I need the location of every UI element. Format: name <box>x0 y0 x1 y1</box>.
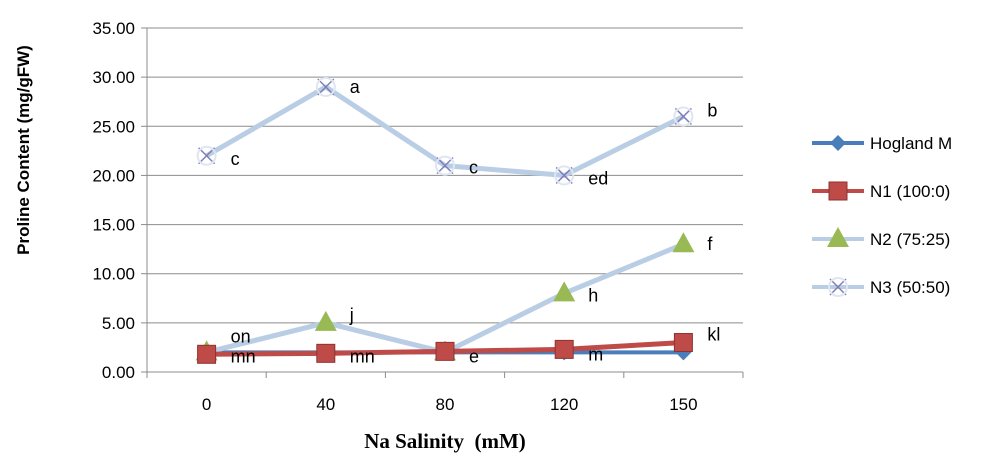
x-axis-label: Na Salinity (mM) <box>364 429 526 453</box>
data-point <box>197 344 217 364</box>
x-tick-labels: 0 40 80 120 150 <box>202 395 698 414</box>
x-tick-label: 80 <box>436 395 455 414</box>
y-tick-label: 5.00 <box>102 314 135 333</box>
x-tick-label: 0 <box>202 395 211 414</box>
marker-stroke <box>829 278 847 296</box>
marker-stroke <box>555 166 573 184</box>
annotation-label: kl <box>707 325 720 345</box>
legend-label: N1 (100:0) <box>870 182 950 201</box>
data-point <box>435 341 455 361</box>
legend-swatch-marker <box>828 181 848 201</box>
data-point <box>554 165 575 186</box>
marker-stroke <box>317 78 335 96</box>
marker-glow <box>196 145 217 166</box>
marker-glow <box>673 106 694 127</box>
legend-label: Hogland M <box>870 134 952 153</box>
y-tick-label: 25.00 <box>92 117 135 136</box>
legend-item: N1 (100:0) <box>812 181 950 201</box>
marker-glow <box>828 277 848 297</box>
marker-glow <box>435 155 455 176</box>
annotation-label: j <box>349 305 354 325</box>
annotation-label: on <box>231 326 251 346</box>
annotation-label: m <box>588 344 603 364</box>
marker-stroke <box>198 147 216 165</box>
marker-stroke <box>674 107 692 125</box>
legend-label: N3 (50:50) <box>870 278 950 297</box>
y-tick-label: 20.00 <box>92 166 135 185</box>
annotation-label: ed <box>588 168 608 188</box>
series-group <box>195 76 695 364</box>
x-tick-label: 150 <box>669 395 697 414</box>
data-point <box>316 343 336 363</box>
annotation-label: c <box>469 158 478 178</box>
data-point <box>673 333 693 353</box>
annotation-label: a <box>350 77 361 97</box>
y-tick-label: 10.00 <box>92 265 135 284</box>
series-line-2 <box>205 241 685 355</box>
x-tick-label: 40 <box>316 395 335 414</box>
axes <box>141 27 744 378</box>
y-tick-label: 15.00 <box>92 216 135 235</box>
y-tick-label: 0.00 <box>102 363 135 382</box>
legend-label: N2 (75:25) <box>870 230 950 249</box>
data-point <box>554 339 574 359</box>
legend-swatch-marker <box>830 135 846 151</box>
y-axis-label: Proline Content (mg/gFW) <box>14 45 33 255</box>
x-tick-label: 120 <box>550 395 578 414</box>
data-point <box>672 232 695 253</box>
annotation-label: b <box>707 100 717 120</box>
data-point <box>673 106 694 127</box>
data-point <box>315 76 336 97</box>
marker-glow <box>554 165 575 186</box>
legend-swatch-marker <box>827 227 849 247</box>
data-point <box>314 310 337 331</box>
data-point <box>435 155 455 176</box>
series-line-3 <box>205 84 685 178</box>
y-tick-label: 30.00 <box>92 68 135 87</box>
annotation-label: e <box>469 346 479 366</box>
legend-swatch-marker <box>828 277 848 297</box>
gridlines <box>147 27 743 324</box>
legend: Hogland M N1 (100:0) N2 (75:25) N3 (50:50) <box>812 134 952 297</box>
legend-item: N2 (75:25) <box>812 227 950 249</box>
legend-item: N3 (50:50) <box>812 277 950 297</box>
marker-stroke <box>436 157 454 175</box>
y-tick-label: 35.00 <box>92 19 135 38</box>
annotation-label: f <box>707 234 713 254</box>
annotation-label: mn <box>231 346 256 366</box>
data-point <box>553 281 576 302</box>
annotation-label: c <box>231 149 240 169</box>
annotation-label: h <box>588 285 598 305</box>
marker-glow <box>315 76 336 97</box>
y-tick-labels: 0.00 5.00 10.00 15.00 20.00 25.00 30.00 35.00 <box>92 19 135 382</box>
annotation-label: mn <box>350 346 375 366</box>
legend-item: Hogland M <box>812 134 952 153</box>
data-point <box>196 145 217 166</box>
